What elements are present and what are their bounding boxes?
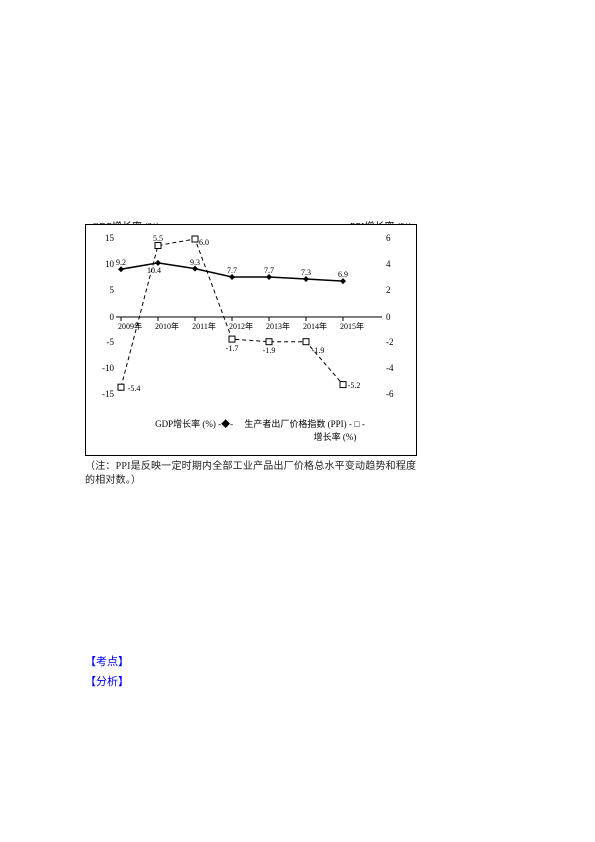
- svg-text:-2: -2: [386, 337, 394, 347]
- svg-text:9.2: 9.2: [116, 258, 126, 267]
- svg-text:7.7: 7.7: [264, 266, 274, 275]
- svg-text:-1.9: -1.9: [312, 346, 325, 355]
- svg-text:-6: -6: [386, 389, 394, 399]
- svg-text:-4: -4: [386, 363, 394, 373]
- svg-text:-1.9: -1.9: [263, 346, 276, 355]
- svg-text:15: 15: [105, 233, 115, 243]
- svg-text:2013年: 2013年: [266, 321, 290, 331]
- svg-text:-10: -10: [102, 363, 114, 373]
- ppi-data-labels: -5.4 5.5 6.0 -1.7 -1.9 -1.9 -5.2: [128, 234, 361, 393]
- ppi-markers: [118, 236, 346, 390]
- svg-text:5: 5: [110, 285, 115, 295]
- svg-text:-1.7: -1.7: [226, 344, 239, 353]
- svg-text:7.7: 7.7: [227, 266, 237, 275]
- svg-text:10.4: 10.4: [147, 266, 161, 275]
- left-y-ticks: 15 10 5 0 -5 -10 -15: [102, 233, 115, 399]
- fenxi-tag: 【分析】: [85, 676, 129, 688]
- svg-text:0: 0: [386, 312, 391, 322]
- svg-text:9.3: 9.3: [190, 258, 200, 267]
- svg-text:-5: -5: [107, 337, 115, 347]
- svg-text:2015年: 2015年: [340, 321, 364, 331]
- svg-text:2010年: 2010年: [155, 321, 179, 331]
- svg-text:0: 0: [110, 312, 115, 322]
- legend-ppi: 生产者出厂价格指数 (PPI) - □ -: [244, 419, 364, 429]
- svg-text:2012年: 2012年: [229, 321, 253, 331]
- x-labels: 2009年 2010年 2011年 2012年 2013年 2014年 2015…: [118, 321, 364, 331]
- x-ticks: [121, 317, 343, 321]
- kaodian-tag: 【考点】: [85, 656, 129, 668]
- legend-gdp: GDP增长率 (%) -◆-: [155, 419, 233, 429]
- svg-text:-5.4: -5.4: [128, 384, 141, 393]
- legend-ppi-sub: 增长率 (%): [314, 432, 357, 442]
- svg-text:2: 2: [386, 285, 391, 295]
- svg-text:7.3: 7.3: [301, 268, 311, 277]
- chart-svg: 15 10 5 0 -5 -10 -15 6 4 2 0 -2 -4 -6: [86, 225, 416, 410]
- svg-text:6.9: 6.9: [338, 270, 348, 279]
- svg-text:2011年: 2011年: [192, 321, 216, 331]
- ppi-line: [121, 239, 343, 387]
- kaodian-line: 【考点】: [85, 653, 129, 669]
- svg-text:6: 6: [386, 233, 391, 243]
- svg-text:6.0: 6.0: [199, 238, 209, 247]
- chart-footnote: （注：PPI是反映一定时期内全部工业产品出厂价格总水平变动趋势和程度的相对数。）: [85, 460, 425, 488]
- right-y-ticks: 6 4 2 0 -2 -4 -6: [386, 233, 394, 399]
- svg-text:-15: -15: [102, 389, 114, 399]
- svg-text:10: 10: [105, 259, 115, 269]
- svg-text:-5.2: -5.2: [348, 381, 361, 390]
- svg-text:5.5: 5.5: [153, 234, 163, 243]
- svg-text:4: 4: [386, 259, 391, 269]
- fenxi-line: 【分析】: [85, 673, 129, 689]
- svg-text:2014年: 2014年: [303, 321, 327, 331]
- chart-legend: GDP增长率 (%) -◆- 生产者出厂价格指数 (PPI) - □ - 增长率…: [110, 418, 410, 443]
